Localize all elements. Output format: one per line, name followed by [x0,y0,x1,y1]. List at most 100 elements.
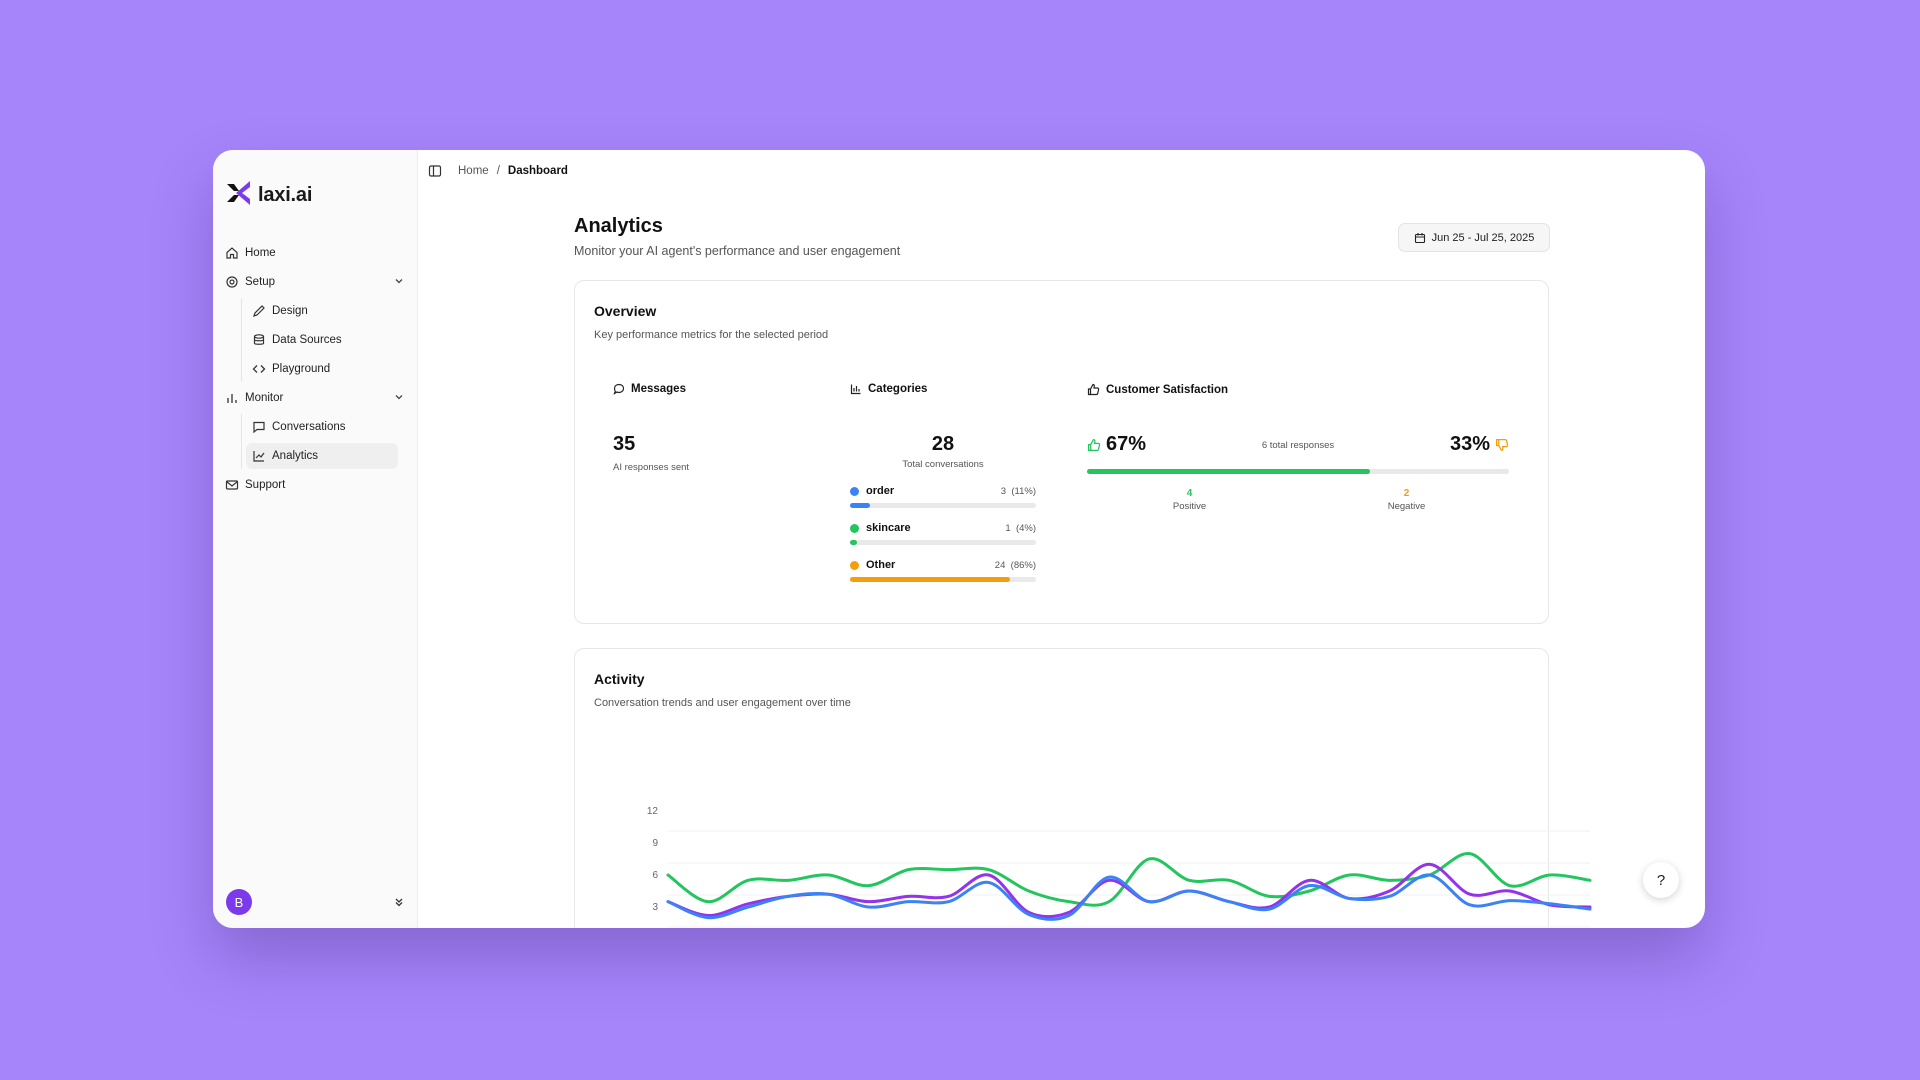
sidebar-toggle-icon[interactable] [428,164,442,178]
page-title: Analytics [574,215,663,237]
category-progress [850,503,1036,508]
mail-icon [225,478,239,492]
code-icon [252,362,266,376]
sidebar-item-label: Analytics [272,450,319,462]
gear-icon [225,275,239,289]
category-row-order: order 3 (11%) [850,485,1036,508]
message-icon [252,420,266,434]
overview-subtitle: Key performance metrics for the selected… [594,329,829,341]
activity-subtitle: Conversation trends and user engagement … [594,697,851,709]
database-icon [252,333,266,347]
sidebar-item-support[interactable]: Support [213,472,417,498]
series-line-2 [666,873,1592,921]
topbar: Home / Dashboard [417,150,1705,192]
sidebar-item-design[interactable]: Design [246,298,398,324]
y-tick-label: 9 [652,838,658,849]
date-range-button[interactable]: Jun 25 - Jul 25, 2025 [1398,223,1550,252]
date-range-label: Jun 25 - Jul 25, 2025 [1431,231,1535,244]
page-subtitle: Monitor your AI agent's performance and … [574,244,901,258]
category-dot [850,560,859,570]
messages-value: 35 [613,433,636,455]
category-name: Other [866,559,896,571]
home-icon [225,246,239,260]
bar-chart-icon [225,391,239,405]
sidebar-item-analytics[interactable]: Analytics [246,443,398,469]
negative-summary: 33% [1419,433,1509,456]
sidebar-item-home[interactable]: Home [213,240,417,266]
category-dot [850,523,859,533]
category-dot [850,486,859,496]
sidebar-item-label: Setup [245,276,276,288]
categories-header: Categories [850,383,927,395]
series-line-0 [666,852,1592,907]
category-row-skincare: skincare 1 (4%) [850,522,1036,545]
categories-label: Categories [868,383,928,395]
thumbs-up-icon [1087,383,1100,396]
positive-count: 4 [1186,488,1193,499]
breadcrumb-separator: / [496,165,500,177]
avatar[interactable]: B [226,889,252,915]
category-count: 24 (86%) [994,559,1036,571]
category-name: order [866,485,895,497]
app-window: laxi.ai Home Setup [213,150,1705,928]
logo-icon [226,180,252,211]
category-row-other: Other 24 (86%) [850,559,1036,582]
messages-label: Messages [631,383,686,395]
category-count: 3 (11%) [1000,485,1036,497]
breadcrumb-home[interactable]: Home [458,165,489,177]
calendar-icon [1414,232,1425,243]
sidebar-item-label: Monitor [245,392,284,404]
brand[interactable]: laxi.ai [226,180,312,211]
monitor-submenu: Conversations Analytics [241,414,398,469]
sidebar-item-label: Home [245,247,276,259]
positive-breakdown: 4 Positive [1087,488,1292,512]
pen-icon [252,304,266,318]
chevron-down-icon[interactable] [393,391,405,403]
activity-title: Activity [594,671,645,687]
category-name: skincare [866,522,911,534]
satisfaction-progress [1087,469,1509,474]
sidebar-item-label: Support [245,479,286,491]
category-progress [850,540,1036,545]
y-tick-label: 6 [652,870,658,881]
positive-percent: 67% [1106,433,1147,455]
categories-caption: Total conversations [902,459,984,470]
y-tick-label: 3 [652,902,658,913]
sidebar-item-label: Playground [272,363,331,375]
message-icon [613,383,625,395]
sidebar-item-setup[interactable]: Setup [213,269,417,295]
help-button[interactable]: ? [1643,862,1679,898]
sidebar-item-data-sources[interactable]: Data Sources [246,327,398,353]
thumbs-up-icon [1087,438,1101,451]
satisfaction-header: Customer Satisfaction [1087,383,1228,396]
sidebar-item-label: Conversations [272,421,346,433]
sidebar-nav: Home Setup Design [213,240,417,501]
bar-chart-icon [850,384,861,395]
positive-summary: 67% [1087,433,1146,456]
messages-header: Messages [613,383,686,395]
positive-label: Positive [1172,501,1207,512]
negative-label: Negative [1387,501,1426,512]
sidebar-item-conversations[interactable]: Conversations [246,414,398,440]
thumbs-down-icon [1495,438,1509,451]
chevrons-down-icon[interactable] [393,896,405,908]
sidebar-item-label: Data Sources [272,334,342,346]
y-tick-label: 12 [647,806,659,817]
messages-caption: AI responses sent [613,462,690,473]
activity-chart: 12 9 6 3 [647,806,1592,928]
overview-card: Overview Key performance metrics for the… [574,280,1549,624]
line-chart-icon [252,449,266,463]
breadcrumb-current: Dashboard [507,165,568,177]
total-responses: 6 total responses [1261,440,1335,451]
negative-count: 2 [1403,488,1410,499]
breadcrumb: Home / Dashboard [458,165,568,177]
sidebar-item-playground[interactable]: Playground [246,356,398,382]
categories-value: 28 [931,433,955,455]
sidebar-item-monitor[interactable]: Monitor [213,385,417,411]
sidebar-item-label: Design [272,305,308,317]
category-count: 1 (4%) [1005,522,1036,534]
chevron-down-icon[interactable] [393,275,405,287]
negative-percent: 33% [1449,433,1490,455]
activity-card: Activity Conversation trends and user en… [574,648,1592,928]
category-progress [850,577,1036,582]
